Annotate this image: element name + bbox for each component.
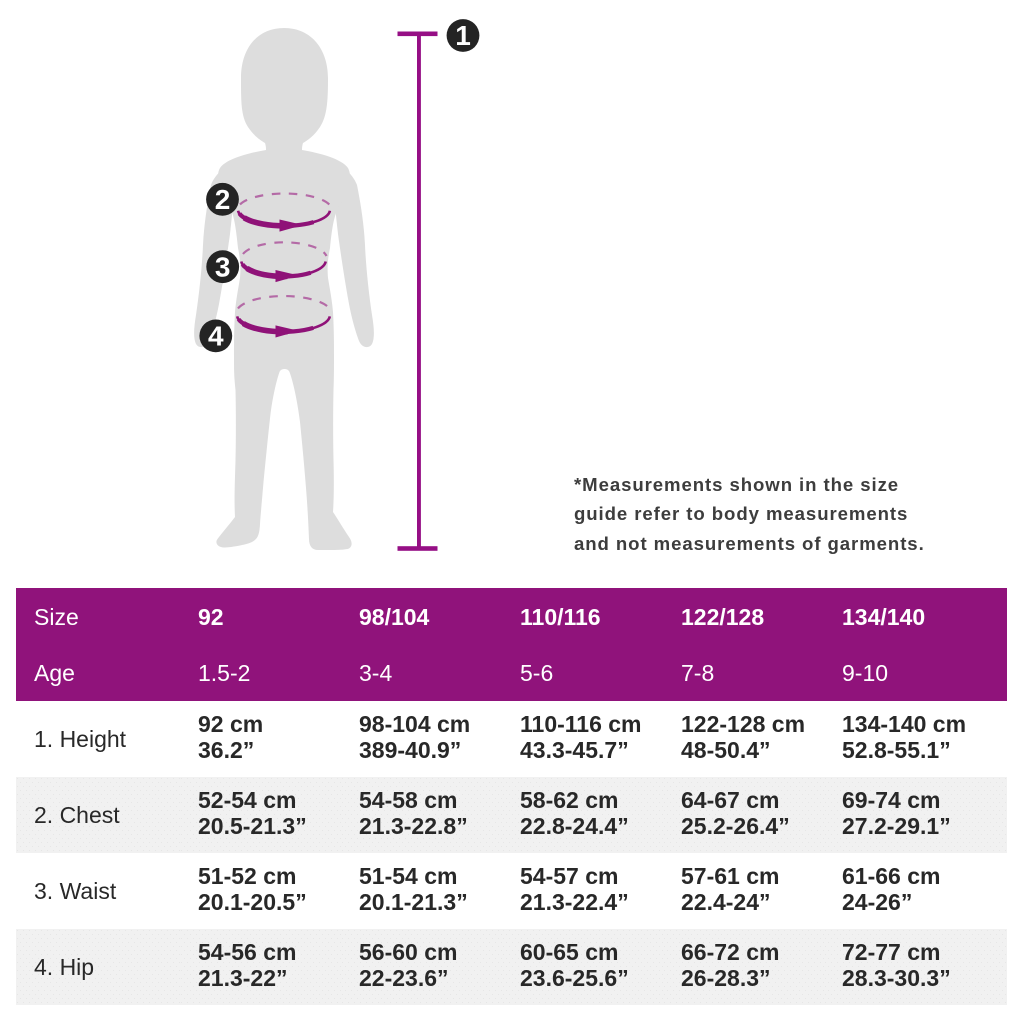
svg-text:1: 1 <box>455 20 471 51</box>
svg-text:2: 2 <box>215 184 231 215</box>
svg-text:3: 3 <box>215 251 231 282</box>
svg-text:4: 4 <box>208 321 224 352</box>
